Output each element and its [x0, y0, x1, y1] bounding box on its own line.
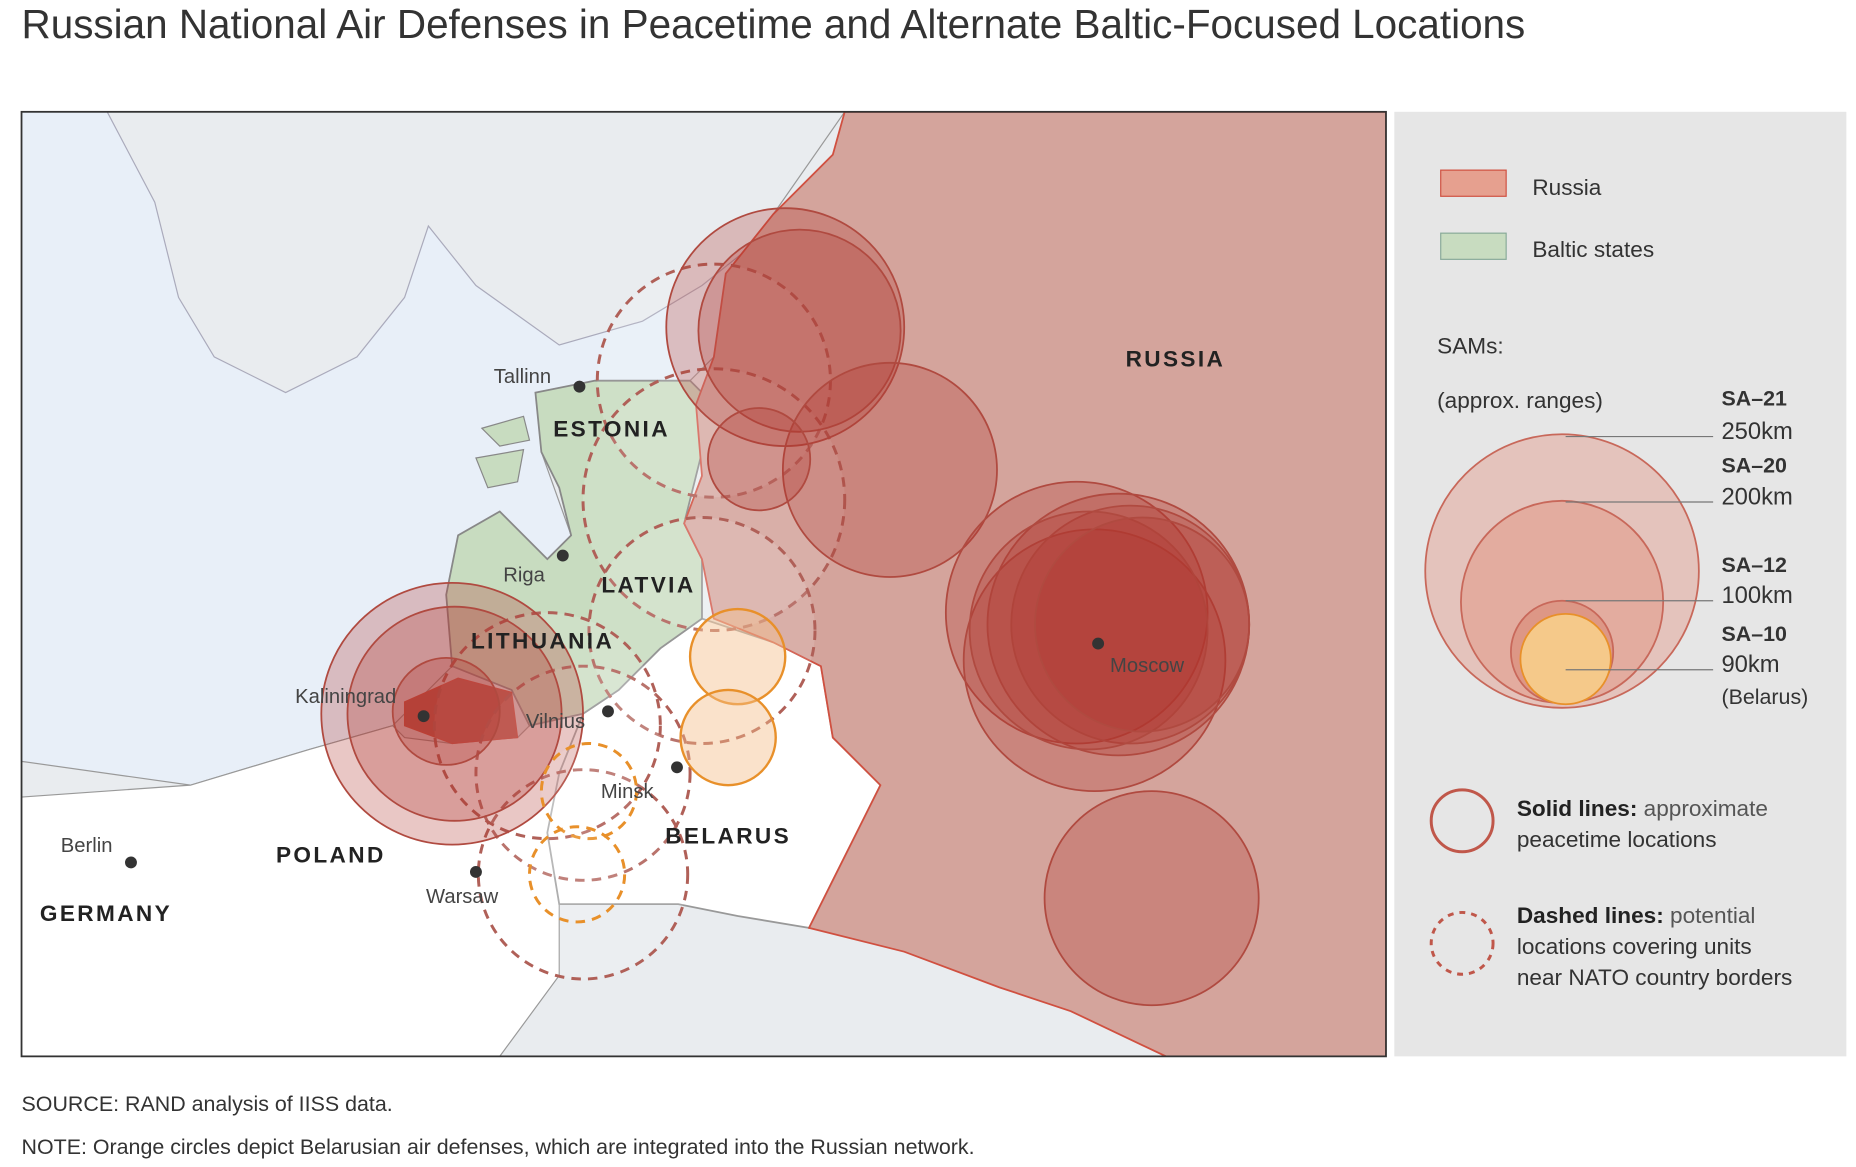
city-dot — [556, 549, 569, 562]
sam-range — [697, 228, 902, 433]
map: RUSSIA ESTONIA LATVIA LITHUANIA BELARUS POLAN… — [21, 111, 1386, 1057]
city-dot — [470, 866, 482, 878]
sam-range — [527, 825, 627, 924]
city-label: Berlin — [61, 835, 113, 857]
sam-range: 250km — [1721, 418, 1792, 445]
legend-explanation: Dashed lines: potential — [1517, 903, 1756, 928]
footnote: NOTE: Orange circles depict Belarusian a… — [22, 1135, 975, 1159]
sam-range — [539, 742, 639, 841]
city-label: Minsk — [601, 781, 655, 803]
sam-range — [1043, 790, 1260, 1007]
sam-range — [688, 607, 787, 706]
sam-name: SA–12 — [1721, 553, 1787, 577]
legend-explanation: Solid lines: approximate — [1517, 796, 1768, 821]
city-label: Moscow — [1110, 655, 1185, 677]
explanation-label: Dashed lines: — [1517, 903, 1664, 928]
explanation-text: approximate — [1637, 796, 1768, 821]
sam-range — [474, 664, 692, 882]
city-label: Warsaw — [426, 886, 499, 908]
legend-line-icon — [1429, 788, 1495, 854]
footnote: SOURCE: RAND analysis of IISS data. — [22, 1092, 393, 1116]
city-label: Vilnius — [526, 711, 585, 733]
sam-range — [346, 605, 563, 822]
legend-explanation: locations covering units — [1517, 934, 1752, 959]
legend-label: Baltic states — [1532, 237, 1654, 262]
russia — [683, 111, 1386, 1057]
country-label: LITHUANIA — [471, 628, 614, 653]
explanation-label: Solid lines: — [1517, 796, 1638, 821]
sam-range — [581, 367, 847, 632]
sam-note: (Belarus) — [1721, 685, 1808, 709]
sam-name: SA–10 — [1721, 622, 1787, 646]
legend-line-icon — [1429, 910, 1495, 976]
legend-swatch — [1440, 169, 1507, 197]
city-label: Tallinn — [494, 366, 551, 388]
sam-range — [707, 407, 812, 512]
country-label: ESTONIA — [553, 417, 670, 442]
city-dot — [417, 710, 430, 723]
city-dot — [573, 380, 586, 393]
country-label: LATVIA — [601, 572, 695, 597]
sam-range — [944, 480, 1209, 745]
city-dot — [671, 761, 683, 774]
legend-explanation: near NATO country borders — [1517, 965, 1792, 990]
sam-range: 200km — [1721, 483, 1792, 510]
legend-swatch — [1440, 232, 1507, 260]
sam-range — [968, 510, 1209, 751]
kaliningrad — [403, 677, 519, 745]
title: Russian National Air Defenses in Peaceti… — [22, 1, 1526, 47]
city-label: Kaliningrad — [295, 686, 396, 708]
sam-range: 100km — [1721, 582, 1792, 609]
country-label: BELARUS — [665, 823, 791, 848]
legend-subtitle: (approx. ranges) — [1437, 388, 1603, 413]
sam-range — [320, 582, 584, 846]
country-label: POLAND — [276, 842, 386, 867]
sam-range — [476, 768, 690, 981]
city-label: Riga — [503, 565, 545, 587]
sam-range: 90km — [1721, 651, 1779, 678]
sam-range — [1034, 516, 1251, 733]
map-frame — [20, 110, 1387, 1058]
city-dot — [125, 856, 137, 869]
legend-label: Russia — [1532, 175, 1601, 200]
city-dot — [1092, 637, 1105, 650]
sam-range — [781, 361, 998, 578]
legend-sam-circle — [1519, 612, 1612, 706]
sam-name: SA–21 — [1721, 387, 1787, 411]
sam-name: SA–20 — [1721, 453, 1787, 477]
sam-range — [391, 656, 501, 766]
city-dot — [602, 705, 614, 718]
legend-title: SAMs: — [1437, 333, 1504, 358]
country-label: RUSSIA — [1126, 346, 1226, 371]
explanation-text: potential — [1664, 903, 1756, 928]
baltic-islands — [475, 415, 531, 489]
country-label: GERMANY — [40, 901, 172, 926]
sam-range — [679, 688, 777, 787]
sam-range — [432, 611, 662, 841]
legend-explanation: peacetime locations — [1517, 827, 1717, 852]
